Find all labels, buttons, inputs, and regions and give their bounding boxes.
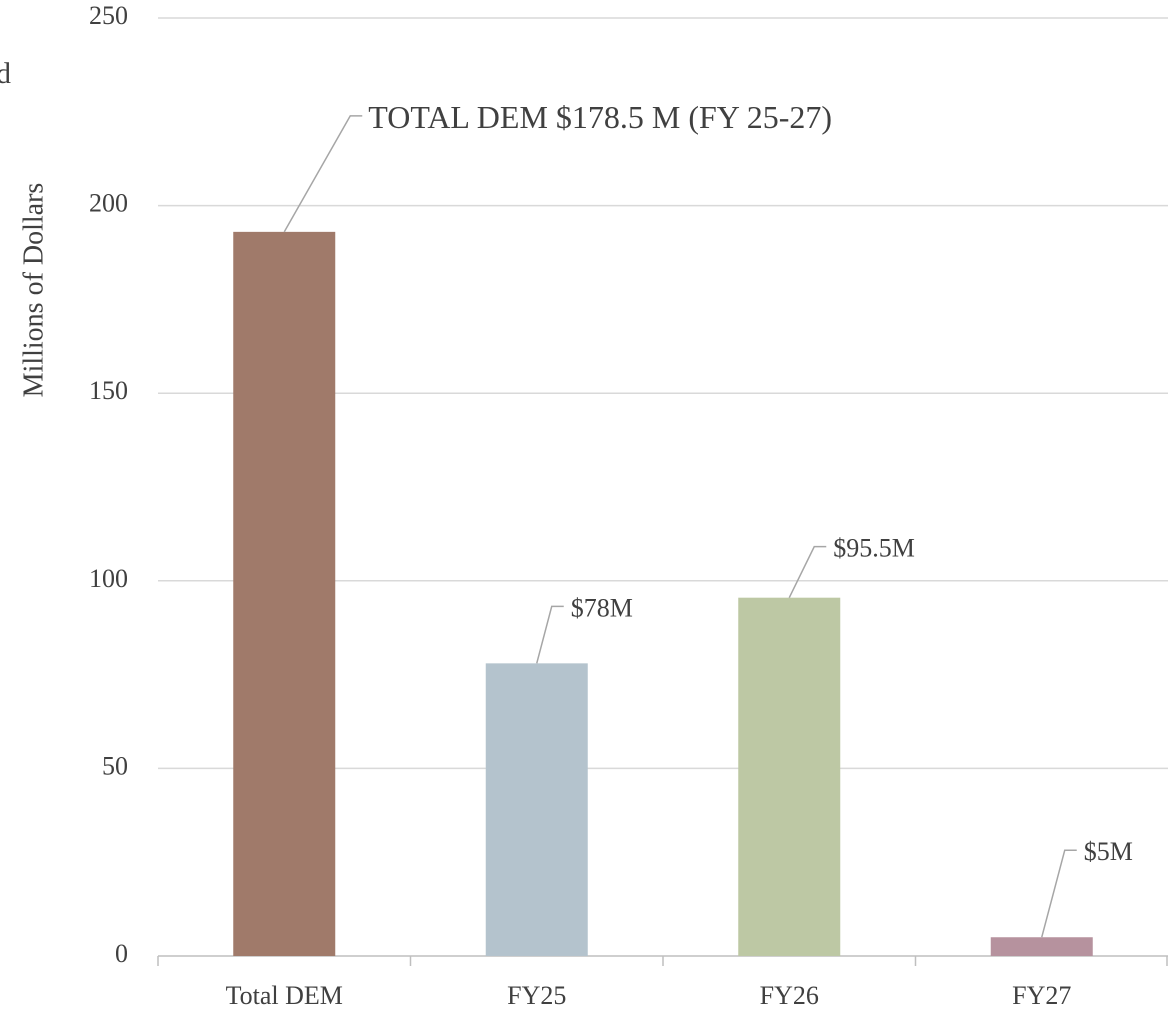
- chart-title: d: [0, 57, 11, 90]
- y-tick-label: 0: [115, 939, 128, 968]
- bar: [485, 663, 588, 956]
- y-tick-label: 250: [89, 1, 128, 30]
- x-tick-label: Total DEM: [226, 981, 343, 1010]
- y-tick-label: 100: [89, 564, 128, 593]
- annotation: TOTAL DEM $178.5 M (FY 25-27): [368, 99, 832, 135]
- value-label: $78M: [571, 593, 633, 622]
- value-label: $5M: [1084, 837, 1133, 866]
- leader-line: [536, 605, 564, 664]
- leader-line: [1041, 849, 1077, 938]
- bar: [990, 937, 1093, 956]
- value-label: $95.5M: [833, 534, 915, 563]
- leader-line: [788, 545, 827, 599]
- bar: [738, 597, 841, 956]
- x-tick-label: FY26: [760, 981, 819, 1010]
- y-axis-label: Millions of Dollars: [18, 183, 49, 398]
- y-tick-label: 150: [89, 376, 128, 405]
- x-tick-label: FY27: [1012, 981, 1071, 1010]
- x-tick-label: FY25: [507, 981, 566, 1010]
- y-tick-label: 200: [89, 189, 128, 218]
- y-tick-label: 50: [102, 751, 128, 780]
- leader-line: [283, 115, 363, 233]
- bar: [233, 231, 336, 956]
